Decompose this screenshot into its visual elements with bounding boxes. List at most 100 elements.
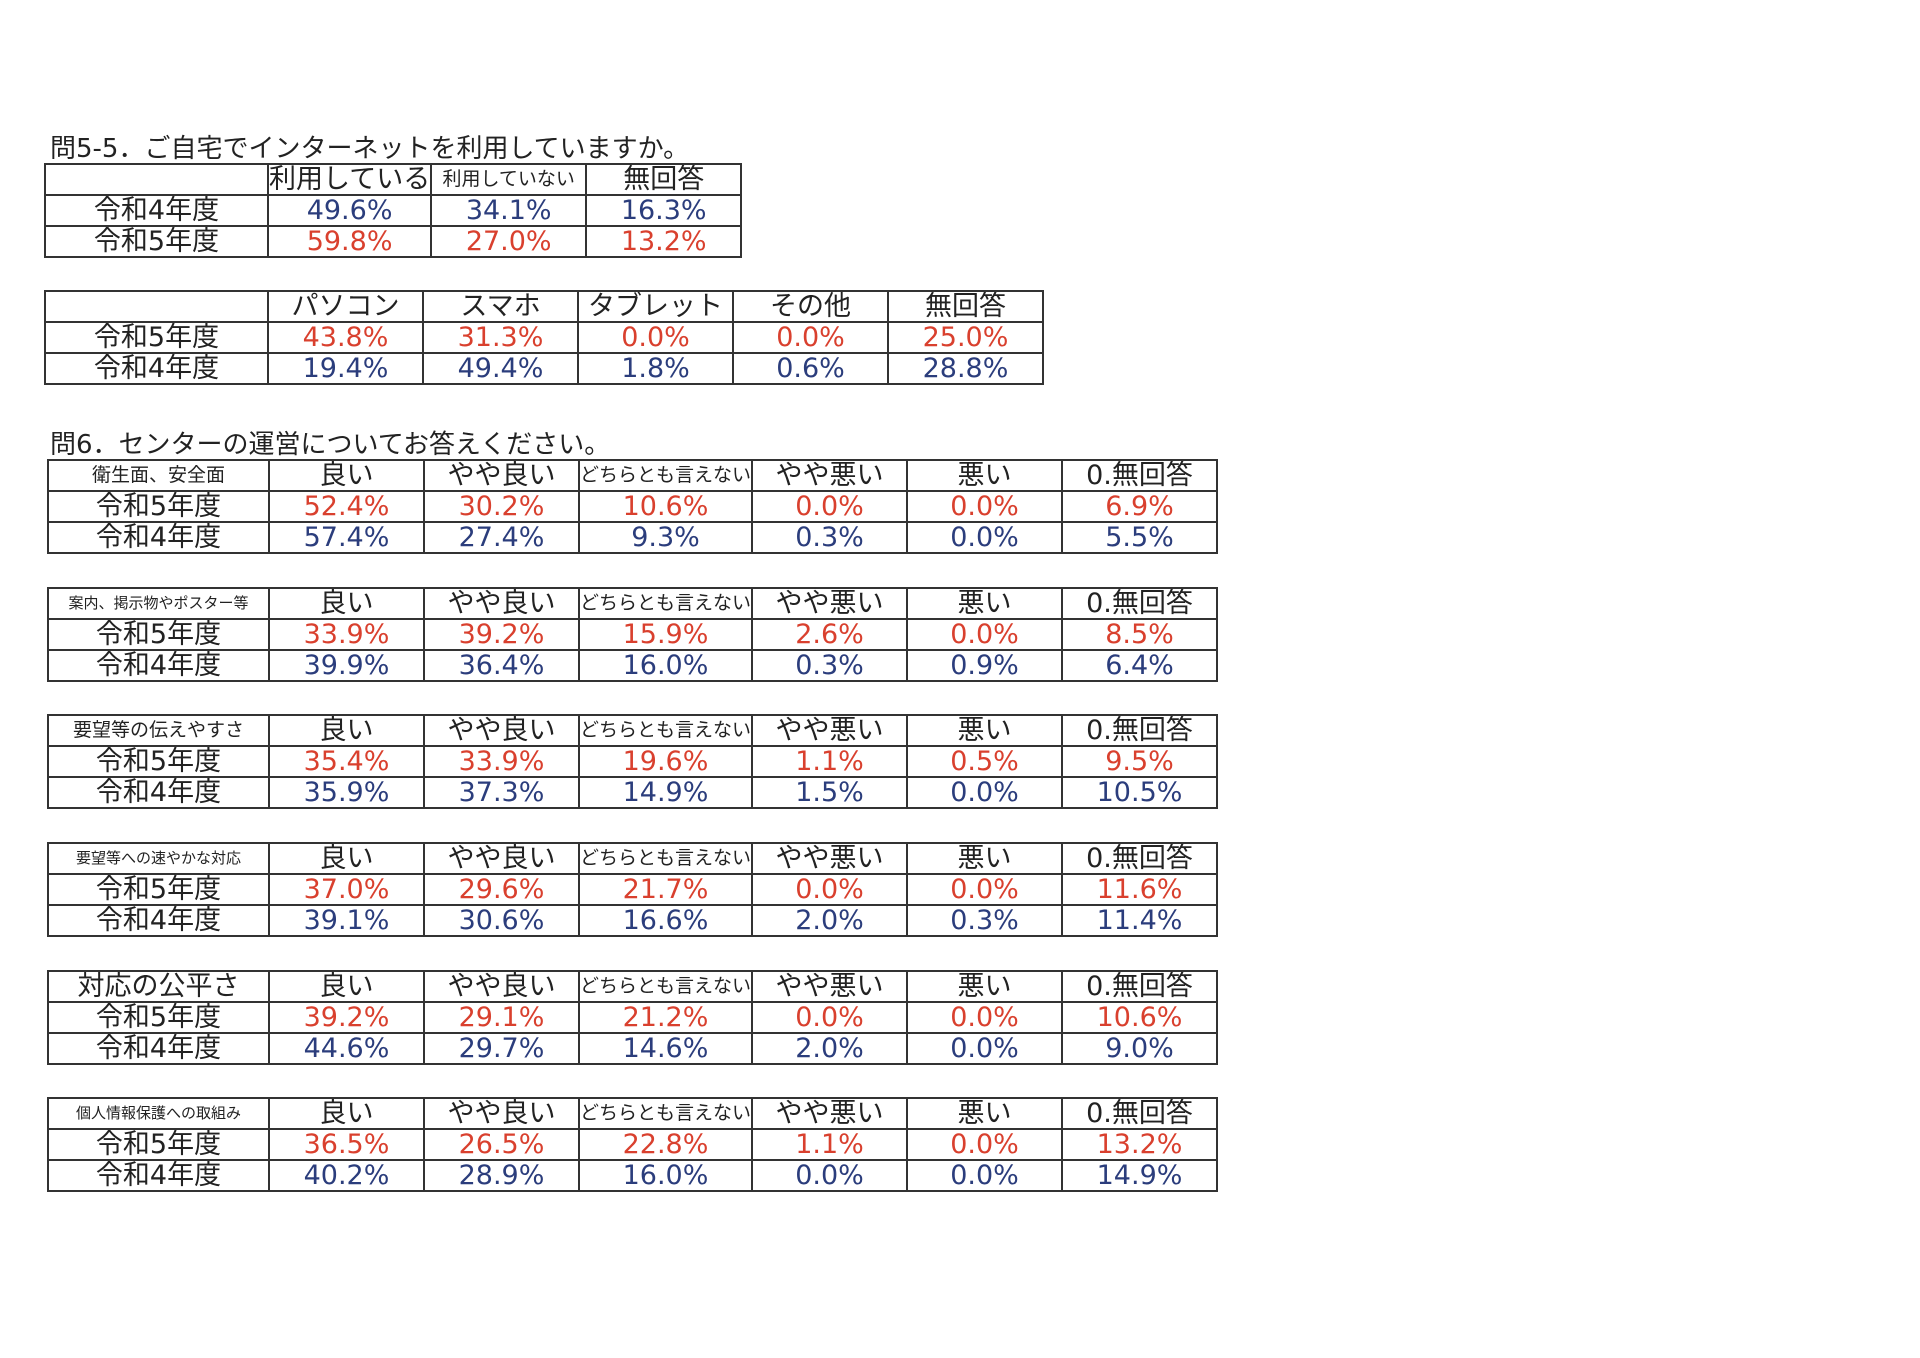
value-cell: 0.0% [751,490,909,523]
row-label: 令和4年度 [44,194,269,227]
value-cell: 39.2% [423,618,580,651]
value-cell: 31.3% [422,321,579,354]
value-cell: 57.4% [268,521,425,554]
value-cell: 1.1% [751,1128,909,1161]
value-cell: 8.5% [1061,618,1219,651]
value-cell: 37.0% [268,873,425,906]
header-cell: 0.無回答 [1061,459,1219,492]
value-cell: 0.0% [906,1159,1064,1192]
header-cell: どちらとも言えない [577,714,754,747]
value-cell: 9.0% [1061,1032,1219,1065]
value-cell: 13.2% [1061,1128,1219,1161]
header-cell: 悪い [906,714,1064,747]
value-cell: 5.5% [1061,521,1219,554]
value-cell: 30.2% [423,490,580,523]
value-cell: 10.6% [1061,1001,1219,1034]
question-title: 問5-5．ご自宅でインターネットを利用していますか。 [50,134,690,164]
value-cell: 19.4% [267,352,424,385]
row-label: 令和5年度 [47,745,270,778]
header-cell: 利用していない [430,163,588,196]
header-cell: 無回答 [887,290,1044,323]
row-label: 令和4年度 [47,904,270,937]
data-row: 令和5年度 43.8% 31.3% 0.0% 0.0% 25.0% [44,321,1044,354]
header-row: 要望等の伝えやすさ 良い やや良い どちらとも言えない やや悪い 悪い 0.無回答 [47,714,1219,747]
value-cell: 33.9% [423,745,580,778]
header-cell: タブレット [577,290,734,323]
value-cell: 52.4% [268,490,425,523]
header-cell: やや悪い [751,970,909,1003]
value-cell: 14.6% [577,1032,754,1065]
value-cell: 0.0% [751,1159,909,1192]
corner-cell [44,290,269,323]
value-cell: 34.1% [430,194,588,227]
header-cell: 良い [268,1097,425,1130]
corner-cell: 要望等の伝えやすさ [47,714,270,747]
value-cell: 16.0% [577,1159,754,1192]
value-cell: 11.4% [1061,904,1219,937]
value-cell: 6.4% [1061,649,1219,682]
row-label: 令和4年度 [47,649,270,682]
value-cell: 16.6% [577,904,754,937]
value-cell: 16.0% [577,649,754,682]
header-cell: やや良い [423,842,580,875]
data-row: 令和4年度 39.1% 30.6% 16.6% 2.0% 0.3% 11.4% [47,904,1219,937]
value-cell: 28.8% [887,352,1044,385]
value-cell: 0.0% [906,490,1064,523]
value-cell: 44.6% [268,1032,425,1065]
value-cell: 39.2% [268,1001,425,1034]
corner-cell: 要望等への速やかな対応 [47,842,270,875]
value-cell: 0.0% [751,1001,909,1034]
value-cell: 29.1% [423,1001,580,1034]
value-cell: 9.5% [1061,745,1219,778]
header-row: 衛生面、安全面 良い やや良い どちらとも言えない やや悪い 悪い 0.無回答 [47,459,1219,492]
value-cell: 21.7% [577,873,754,906]
header-row: 利用している 利用していない 無回答 [44,163,743,196]
row-label: 令和4年度 [47,521,270,554]
header-row: 対応の公平さ 良い やや良い どちらとも言えない やや悪い 悪い 0.無回答 [47,970,1219,1003]
value-cell: 0.0% [906,873,1064,906]
value-cell: 35.9% [268,776,425,809]
data-row: 令和5年度 39.2% 29.1% 21.2% 0.0% 0.0% 10.6% [47,1001,1219,1034]
survey-table: 対応の公平さ 良い やや良い どちらとも言えない やや悪い 悪い 0.無回答 令和5年度 39.… [47,970,1219,1065]
question-title: 問6．センターの運営についてお答えください。 [50,430,611,460]
header-cell: やや良い [423,970,580,1003]
survey-table: 要望等への速やかな対応 良い やや良い どちらとも言えない やや悪い 悪い 0.無回答 令和5… [47,842,1219,937]
header-cell: 無回答 [585,163,743,196]
value-cell: 29.6% [423,873,580,906]
header-row: 要望等への速やかな対応 良い やや良い どちらとも言えない やや悪い 悪い 0.無回答 [47,842,1219,875]
value-cell: 0.0% [732,321,889,354]
value-cell: 10.6% [577,490,754,523]
value-cell: 13.2% [585,225,743,258]
row-label: 令和4年度 [44,352,269,385]
header-cell: やや良い [423,714,580,747]
header-cell: 利用している [266,163,433,196]
survey-table: 利用している 利用していない 無回答 令和4年度 49.6% 34.1% 16.3% 令和5年… [44,163,743,258]
corner-cell: 案内、掲示物やポスター等 [47,587,270,620]
row-label: 令和5年度 [44,321,269,354]
header-cell: 良い [268,842,425,875]
data-row: 令和4年度 35.9% 37.3% 14.9% 1.5% 0.0% 10.5% [47,776,1219,809]
header-cell: その他 [732,290,889,323]
header-cell: 悪い [906,1097,1064,1130]
value-cell: 0.0% [906,1128,1064,1161]
data-row: 令和4年度 57.4% 27.4% 9.3% 0.3% 0.0% 5.5% [47,521,1219,554]
header-cell: 0.無回答 [1061,842,1219,875]
value-cell: 35.4% [268,745,425,778]
data-row: 令和5年度 52.4% 30.2% 10.6% 0.0% 0.0% 6.9% [47,490,1219,523]
value-cell: 9.3% [577,521,754,554]
value-cell: 25.0% [887,321,1044,354]
survey-table: 個人情報保護への取組み 良い やや良い どちらとも言えない やや悪い 悪い 0.無回答 令和5… [47,1097,1219,1192]
value-cell: 36.5% [268,1128,425,1161]
header-cell: やや良い [423,459,580,492]
header-row: パソコン スマホ タブレット その他 無回答 [44,290,1044,323]
row-label: 令和4年度 [47,1032,270,1065]
value-cell: 0.0% [906,1032,1064,1065]
header-row: 案内、掲示物やポスター等 良い やや良い どちらとも言えない やや悪い 悪い 0.無回答 [47,587,1219,620]
data-row: 令和4年度 49.6% 34.1% 16.3% [44,194,743,227]
data-row: 令和5年度 33.9% 39.2% 15.9% 2.6% 0.0% 8.5% [47,618,1219,651]
header-cell: 悪い [906,842,1064,875]
value-cell: 30.6% [423,904,580,937]
row-label: 令和5年度 [47,873,270,906]
value-cell: 28.9% [423,1159,580,1192]
header-cell: やや悪い [751,459,909,492]
